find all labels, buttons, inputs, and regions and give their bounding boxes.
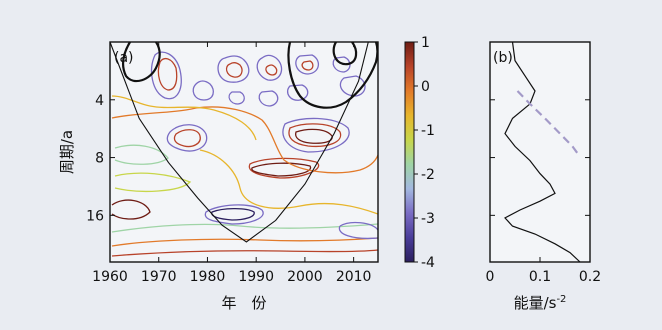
wavelet-y-axis: 4 8 16 bbox=[86, 93, 115, 224]
colorbar-ticks: 1 0 -1 -2 -3 -4 bbox=[414, 35, 435, 271]
contour-line bbox=[258, 90, 279, 107]
cone-of-influence bbox=[109, 41, 369, 243]
x-tick-label: 2000 bbox=[287, 269, 323, 285]
contour-line bbox=[217, 55, 250, 83]
panel-b-label: (b) bbox=[493, 50, 513, 66]
x-tick-label: 1970 bbox=[141, 269, 177, 285]
contour-line bbox=[295, 54, 319, 75]
panel-a-label: (a) bbox=[114, 50, 134, 66]
wavelet-contours bbox=[111, 41, 379, 257]
wavelet-plot-frame bbox=[109, 41, 379, 263]
contour-line bbox=[111, 237, 379, 247]
contour-line bbox=[204, 204, 264, 225]
contour-line bbox=[151, 51, 182, 100]
contour-line bbox=[111, 106, 379, 174]
contour-line bbox=[157, 57, 178, 91]
contour-line bbox=[338, 221, 379, 240]
contour-line bbox=[173, 129, 201, 148]
contour-line bbox=[294, 128, 333, 144]
contour-line bbox=[114, 144, 169, 165]
global-wavelet-plot-area bbox=[490, 42, 590, 262]
energy-x-tick-label: 0.1 bbox=[529, 269, 551, 285]
energy-x-tick-label: 0 bbox=[486, 269, 495, 285]
y-tick-label: 4 bbox=[95, 93, 104, 109]
contour-line bbox=[256, 54, 283, 81]
energy-y-axis bbox=[490, 99, 590, 216]
contour-line bbox=[225, 61, 243, 78]
contour-line bbox=[114, 172, 192, 192]
contour-line bbox=[111, 249, 379, 257]
contour-line bbox=[211, 207, 255, 221]
contour-line bbox=[332, 56, 351, 73]
x-tick-label: 2010 bbox=[336, 269, 372, 285]
energy-x-axis: 0 0.1 0.2 bbox=[486, 257, 601, 285]
colorbar-tick-label: 1 bbox=[421, 35, 430, 51]
contour-line bbox=[166, 124, 208, 152]
energy-x-tick-label: 0.2 bbox=[579, 269, 601, 285]
wavelet-x-axis: 1960 1970 1980 1990 2000 2010 bbox=[92, 42, 371, 285]
colorbar-gradient bbox=[404, 41, 415, 263]
colorbar: 1 0 -1 -2 -3 -4 bbox=[404, 35, 435, 271]
colorbar-tick-label: -3 bbox=[421, 211, 435, 227]
energy-x-axis-label: 能量/s-2 bbox=[514, 294, 567, 312]
contour-line bbox=[288, 123, 342, 148]
x-tick-label: 1990 bbox=[238, 269, 274, 285]
wavelet-power-panel: (a) 1960 1970 1980 1990 2000 2010 4 8 16 年 份 周期… bbox=[58, 41, 379, 312]
contour-line bbox=[301, 60, 314, 71]
significance-contour bbox=[287, 41, 379, 109]
wavelet-y-axis-label: 周期/a bbox=[58, 130, 76, 174]
contour-line bbox=[228, 91, 245, 105]
colorbar-tick-label: -4 bbox=[421, 255, 435, 271]
contour-line bbox=[286, 84, 309, 101]
global-wavelet-panel: (b) 0 0.1 0.2 能量/s-2 bbox=[486, 41, 601, 312]
significance-contour bbox=[332, 41, 358, 66]
significance-contour bbox=[121, 41, 161, 83]
contour-line bbox=[265, 64, 278, 76]
contour-line bbox=[111, 199, 151, 220]
x-tick-label: 1980 bbox=[190, 269, 226, 285]
y-tick-label: 16 bbox=[86, 208, 104, 224]
energy-x-axis-label-main: 能量/s bbox=[514, 294, 557, 312]
x-tick-label: 1960 bbox=[92, 269, 128, 285]
energy-x-axis-label-exponent: -2 bbox=[556, 294, 566, 305]
colorbar-tick-label: -2 bbox=[421, 167, 435, 183]
colorbar-tick-label: -1 bbox=[421, 123, 435, 139]
wavelet-x-axis-label: 年 份 bbox=[221, 294, 266, 312]
colorbar-tick-label: 0 bbox=[421, 79, 430, 95]
contour-line bbox=[199, 149, 379, 215]
global-wavelet-spectrum-line bbox=[504, 41, 581, 263]
contour-line bbox=[192, 80, 215, 101]
contour-line bbox=[111, 223, 379, 233]
contour-line bbox=[282, 117, 350, 153]
y-tick-label: 8 bbox=[95, 151, 104, 167]
contour-line bbox=[339, 75, 366, 97]
significance-level-line bbox=[516, 90, 579, 154]
contour-line bbox=[251, 162, 312, 177]
